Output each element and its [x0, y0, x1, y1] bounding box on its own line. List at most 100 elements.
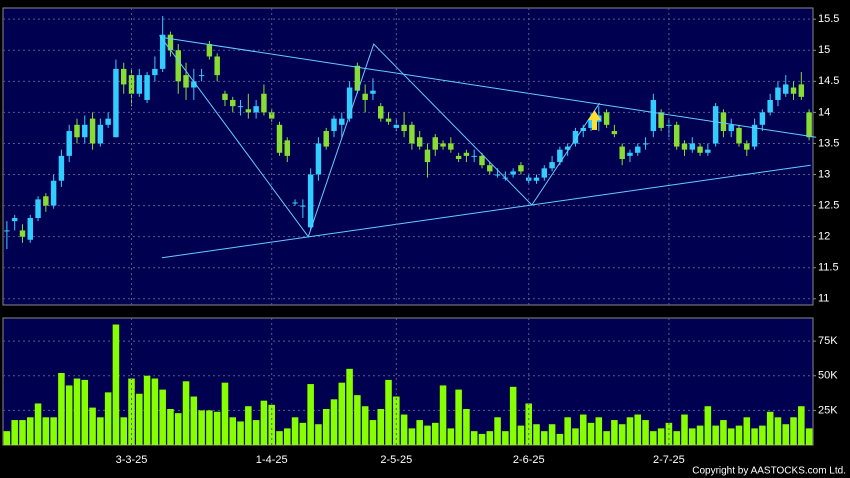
volume-bar	[377, 408, 385, 445]
volume-bar	[774, 417, 782, 445]
candle-body	[300, 205, 306, 207]
volume-bar	[97, 417, 104, 445]
candle-body	[564, 146, 571, 150]
volume-bar	[307, 384, 314, 445]
candle-body	[385, 118, 392, 122]
volume-bar	[369, 420, 377, 445]
volume-bar	[579, 414, 587, 445]
volume-bar	[478, 433, 486, 445]
volume-bar	[291, 417, 299, 445]
candle-body	[66, 131, 72, 156]
volume-bar	[502, 431, 509, 445]
candle-body	[549, 162, 555, 169]
volume-bar	[727, 428, 735, 445]
volume-bar	[104, 392, 112, 445]
candle-body	[650, 99, 657, 132]
volume-bar	[237, 421, 244, 445]
volume-bar	[151, 378, 159, 445]
trendline	[159, 35, 601, 238]
volume-bar	[657, 428, 665, 445]
volume-bar	[541, 431, 548, 445]
volume-bar	[689, 428, 696, 445]
candle-body	[518, 165, 524, 172]
volume-bar	[221, 382, 229, 445]
candle-body	[494, 174, 501, 176]
candle-body	[720, 112, 727, 132]
x-tick-label: 2-7-25	[653, 454, 685, 466]
candle-body	[253, 106, 259, 113]
candle-body	[455, 155, 462, 159]
volume-bar	[3, 431, 11, 445]
candle-body	[323, 131, 329, 147]
y-tick-label: 15.5	[818, 13, 839, 25]
candle-body	[284, 140, 291, 156]
candle-body	[401, 124, 407, 132]
volume-bar	[642, 420, 649, 445]
volume-bar	[89, 407, 96, 445]
volume-bar	[486, 431, 494, 445]
candle-body	[666, 124, 672, 126]
volume-bar	[361, 406, 369, 445]
candle-body	[82, 124, 88, 138]
candle-body	[378, 106, 384, 119]
candle-body	[409, 124, 415, 144]
y-tick-label: 25K	[818, 404, 838, 416]
volume-bar	[766, 411, 774, 445]
candle-body	[362, 93, 368, 100]
volume-bar	[50, 417, 57, 445]
candle-body	[487, 165, 493, 172]
candle-body	[744, 143, 750, 150]
trendline	[164, 37, 817, 138]
volume-bar	[681, 414, 688, 445]
volume-bar	[587, 422, 595, 445]
candle-body	[611, 131, 618, 135]
candle-body	[307, 174, 314, 228]
volume-bar	[276, 431, 283, 445]
candle-body	[237, 106, 244, 108]
candle-body	[4, 230, 10, 232]
volume-bar	[338, 382, 346, 445]
volume-bar	[112, 324, 120, 445]
volume-bar	[704, 406, 712, 445]
y-tick-label: 12.5	[818, 199, 839, 211]
candle-body	[159, 34, 166, 69]
volume-bar	[252, 420, 260, 445]
volume-bar	[603, 431, 610, 445]
volume-bar	[509, 386, 517, 445]
volume-bar	[34, 403, 42, 445]
volume-bar	[517, 425, 525, 445]
candle-body	[261, 93, 267, 113]
candle-body	[673, 124, 680, 147]
volume-bar	[439, 385, 447, 445]
candle-body	[806, 112, 812, 138]
candle-body	[736, 127, 742, 144]
volume-bar	[447, 428, 455, 445]
candle-body	[479, 155, 485, 166]
volume-bar	[548, 424, 556, 445]
volume-bar	[128, 378, 135, 445]
candle-body	[268, 112, 275, 119]
price-panel	[2, 7, 814, 306]
x-tick-label: 2-5-25	[380, 454, 412, 466]
volume-bar	[182, 381, 190, 445]
volume-bar	[206, 410, 213, 445]
volume-bar	[322, 408, 330, 445]
candle-body	[712, 106, 719, 144]
volume-bar	[143, 375, 151, 445]
volume-bar	[533, 424, 540, 445]
candle-body	[136, 75, 143, 94]
candle-body	[424, 149, 431, 163]
volume-bar	[455, 389, 462, 445]
candle-body	[510, 171, 516, 175]
candle-body	[89, 118, 96, 144]
volume-bar	[19, 420, 26, 445]
candle-body	[463, 152, 470, 156]
volume-bar	[424, 425, 431, 445]
candle-body	[658, 112, 664, 128]
volume-bar	[431, 422, 439, 445]
trendline	[161, 164, 811, 259]
volume-bar	[463, 408, 470, 445]
marks: 11 11.5 12 12.5 13 13.5 14 14.5 15 15.5 25K 50K 75K 3…	[3, 8, 839, 466]
candle-body	[370, 90, 376, 94]
candle-body	[416, 137, 423, 147]
